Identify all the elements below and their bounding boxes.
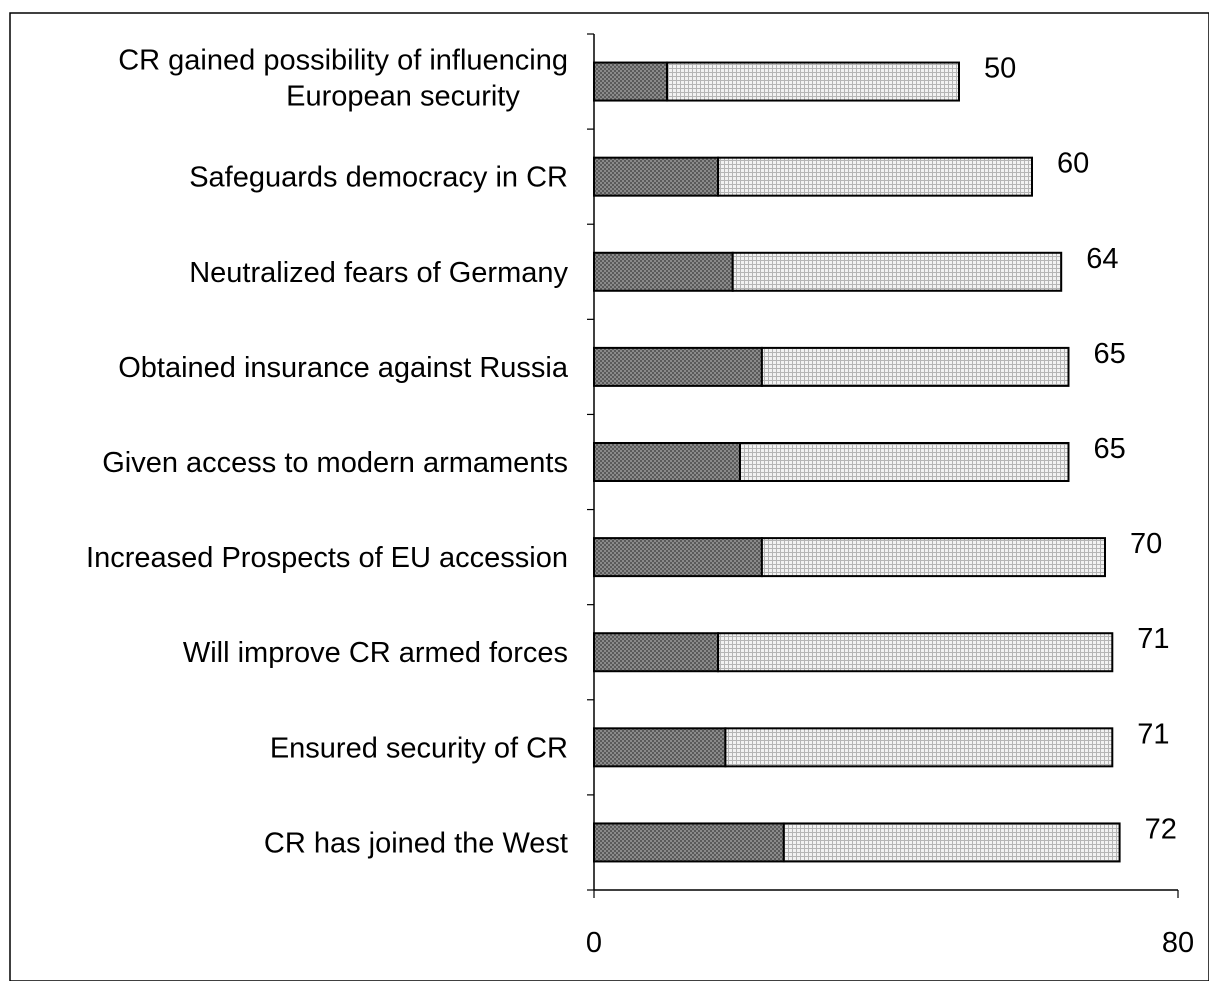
category-label: Given access to modern armaments: [102, 447, 568, 479]
category-label: CR has joined the West: [264, 827, 568, 859]
bar-segment-dark: [593, 727, 727, 768]
bar-value-label: 64: [1086, 243, 1118, 275]
bar-segment-dark: [593, 537, 763, 578]
chart-border: [9, 12, 1209, 981]
bar-value-label: 50: [984, 53, 1016, 85]
bar-value-label: 70: [1130, 528, 1162, 560]
bar-segment-light: [739, 442, 1070, 482]
bar-segment-dark: [593, 346, 763, 387]
bar-segment-dark: [593, 442, 741, 482]
bar-segment-dark: [593, 822, 785, 863]
category-label: Safeguards democracy in CR: [189, 162, 568, 194]
bar-segment-light: [782, 822, 1121, 863]
category-label: Obtained insurance against Russia: [118, 352, 569, 384]
category-label: Ensured security of CR: [270, 732, 568, 764]
category-label: Increased Prospects of EU accession: [86, 542, 568, 574]
category-label: CR gained possibility of influencing: [118, 45, 568, 77]
bar-segment-light: [666, 61, 960, 102]
bar-segment-light: [717, 156, 1033, 197]
bar-segment-dark: [593, 156, 720, 197]
bar-segment-dark: [593, 251, 734, 292]
bar-value-label: 72: [1145, 813, 1177, 845]
bar-segment-light: [717, 632, 1114, 673]
category-label: European security: [286, 81, 520, 113]
bar-segment-dark: [593, 632, 720, 673]
x-tick-label: 0: [586, 927, 602, 959]
bar-value-label: 65: [1094, 433, 1126, 465]
bar-value-label: 71: [1137, 623, 1169, 655]
bar-segment-light: [760, 537, 1107, 578]
bar-segment-light: [731, 251, 1063, 292]
category-label: Will improve CR armed forces: [183, 637, 568, 669]
bar-segment-light: [724, 727, 1114, 768]
bar-value-label: 60: [1057, 148, 1089, 180]
x-tick-label: 80: [1162, 927, 1194, 959]
bar-segment-light: [760, 346, 1070, 387]
bar-value-label: 71: [1137, 718, 1169, 750]
bar-segment-dark: [593, 61, 668, 102]
category-label: Neutralized fears of Germany: [189, 257, 568, 289]
bar-value-label: 65: [1094, 338, 1126, 370]
